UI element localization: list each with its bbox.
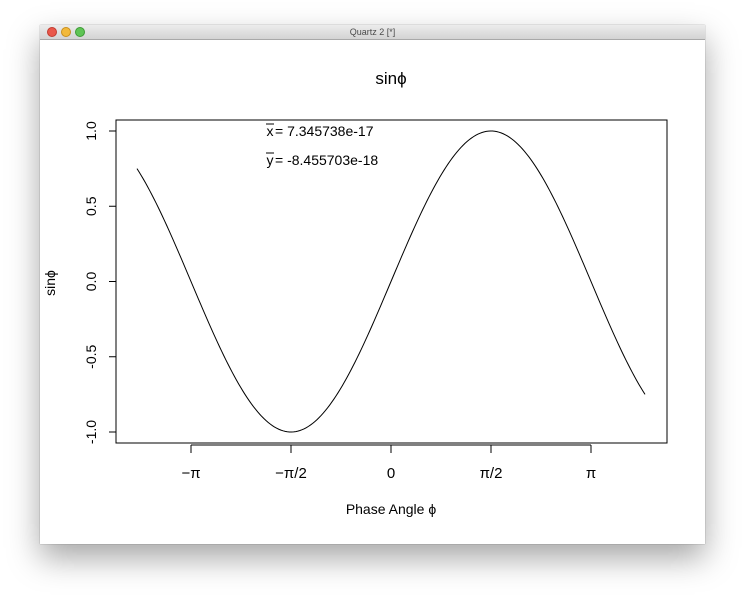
- y-axis: -1.0 -0.5 0.0 0.5 1.0: [83, 121, 116, 444]
- annotation-symbol: y: [267, 152, 274, 168]
- x-tick-label: −π: [181, 465, 200, 482]
- y-tick-label: 1.0: [83, 121, 99, 141]
- x-axis-label: Phase Angle ϕ: [346, 501, 437, 517]
- quartz-window: Quartz 2 [*]: [40, 25, 705, 544]
- zoom-window-button[interactable]: [75, 27, 85, 37]
- y-tick-label: 0.0: [83, 272, 99, 292]
- y-axis-label: sinϕ: [42, 270, 58, 296]
- sine-curve: [136, 130, 646, 433]
- chart-title: sinϕ: [375, 69, 406, 88]
- minimize-window-button[interactable]: [61, 27, 71, 37]
- annotation-value: = 7.345738e-17: [275, 123, 374, 139]
- x-axis: −π −π/2 0 π/2 π: [181, 444, 596, 482]
- x-tick-label: π/2: [480, 465, 503, 482]
- y-tick-label: -0.5: [83, 344, 99, 368]
- x-tick-label: π: [586, 465, 596, 482]
- window-title: Quartz 2 [*]: [349, 27, 396, 37]
- annotation-symbol: x: [267, 123, 274, 139]
- x-tick-label: 0: [387, 465, 395, 482]
- close-window-button[interactable]: [47, 27, 57, 37]
- window-titlebar[interactable]: Quartz 2 [*]: [40, 25, 705, 40]
- stats-annotations: x = 7.345738e-17y = -8.455703e-18: [266, 123, 378, 168]
- annotation-value: = -8.455703e-18: [275, 152, 378, 168]
- y-tick-label: -1.0: [83, 420, 99, 444]
- x-tick-label: −π/2: [275, 465, 307, 482]
- y-tick-label: 0.5: [83, 196, 99, 216]
